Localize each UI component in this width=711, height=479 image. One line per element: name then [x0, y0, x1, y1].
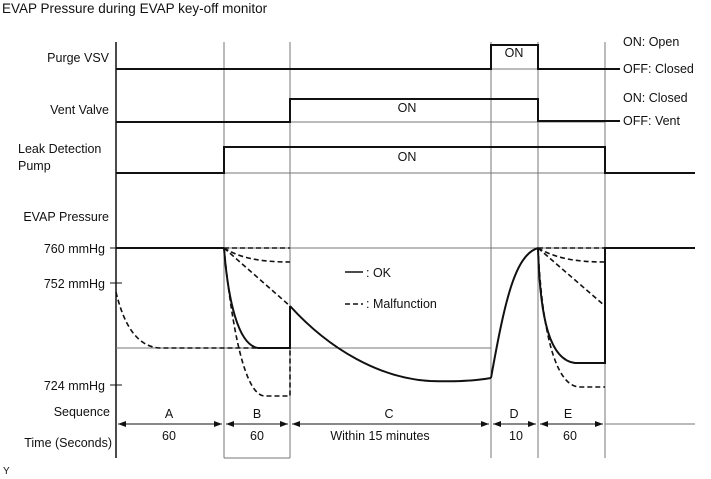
legend-ok-label: : OK [366, 266, 392, 280]
footer-mark: Y [3, 466, 10, 477]
time-c: Within 15 minutes [330, 429, 429, 443]
purge-vsv-label: Purge VSV [47, 51, 110, 65]
tick-724: 724 mmHg [44, 379, 105, 393]
sequence-label: Sequence [54, 405, 110, 419]
tick-760: 760 mmHg [44, 242, 105, 256]
legend-malfunction-label: : Malfunction [366, 297, 437, 311]
sequence-d: D [509, 407, 518, 421]
sequence-b: B [253, 407, 261, 421]
pressure-ok-curve [116, 247, 695, 383]
vent-on-state: ON: Closed [623, 91, 688, 105]
vent-off-state: OFF: Vent [623, 114, 680, 128]
leak-pump-label-2: Pump [18, 159, 51, 173]
diagram-title: EVAP Pressure during EVAP key-off monito… [2, 1, 268, 16]
sequence-c: C [384, 407, 393, 421]
tick-752: 752 mmHg [44, 277, 105, 291]
vent-valve-signal [116, 98, 620, 123]
time-b: 60 [250, 429, 264, 443]
sequence-a: A [165, 407, 174, 421]
pump-on-label: ON [398, 150, 417, 164]
evap-pressure-label: EVAP Pressure [23, 210, 109, 224]
purge-on-label: ON [505, 46, 524, 60]
purge-on-state: ON: Open [623, 35, 679, 49]
purge-off-state: OFF: Closed [623, 62, 694, 76]
purge-vsv-signal [116, 44, 620, 70]
time-a: 60 [162, 429, 176, 443]
sequence-e: E [564, 407, 572, 421]
leak-pump-signal [116, 146, 695, 174]
leak-pump-label-1: Leak Detection [18, 142, 101, 156]
vent-valve-label: Vent Valve [50, 103, 109, 117]
pressure-malfunction-curves [115, 247, 606, 397]
time-e: 60 [563, 429, 577, 443]
time-d: 10 [509, 429, 523, 443]
vent-on-label: ON [398, 101, 417, 115]
time-label: Time (Seconds) [24, 436, 112, 450]
